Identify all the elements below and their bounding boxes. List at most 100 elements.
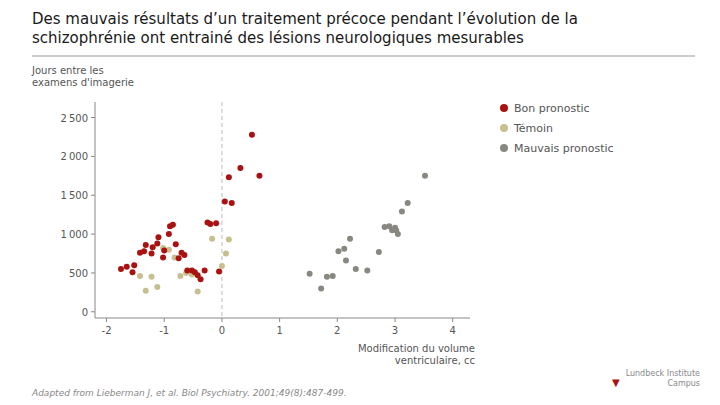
legend-swatch: [500, 144, 508, 152]
point: [198, 276, 204, 282]
point: [143, 242, 149, 248]
title-rule: [32, 56, 695, 57]
point: [155, 234, 161, 240]
point: [256, 173, 262, 179]
point: [149, 274, 155, 280]
point: [353, 266, 359, 272]
x-tick-label: -1: [159, 325, 169, 336]
point: [143, 288, 149, 294]
logo-text: Lundbeck InstituteCampus: [626, 369, 700, 388]
point: [249, 132, 255, 138]
logo-text-line: Campus: [667, 379, 700, 388]
x-tick-label: 4: [450, 325, 456, 336]
x-tick: [337, 318, 338, 322]
point: [173, 241, 179, 247]
point: [170, 222, 176, 228]
y-axis-line: [95, 102, 96, 318]
x-tick-label: 2: [334, 325, 340, 336]
point: [335, 248, 341, 254]
point: [376, 249, 382, 255]
point: [324, 274, 330, 280]
point: [318, 285, 324, 291]
point: [137, 273, 143, 279]
legend: Bon pronostic Témoin Mauvais pronostic: [500, 102, 614, 155]
point: [422, 173, 428, 179]
y-axis-label-line: Jours entre les: [31, 65, 104, 76]
point: [216, 268, 222, 274]
y-tick: [91, 156, 95, 157]
point: [343, 258, 349, 264]
point: [118, 266, 124, 272]
point: [181, 252, 187, 258]
axes: 05001 0001 5002 0002 500-2-101234: [61, 102, 470, 336]
series-points: [118, 132, 262, 283]
point: [160, 254, 166, 260]
point: [399, 209, 405, 215]
point: [226, 237, 232, 243]
point: [149, 251, 155, 257]
point: [131, 262, 137, 268]
y-tick-label: 0: [82, 307, 88, 318]
legend-swatch: [500, 124, 508, 132]
y-tick-label: 1 500: [61, 190, 88, 201]
point: [226, 174, 232, 180]
point: [223, 251, 229, 257]
chart: Des mauvais résultats d’un traitement pr…: [0, 0, 720, 405]
x-tick: [164, 318, 165, 322]
point: [347, 236, 353, 242]
series-points: [307, 173, 428, 292]
point: [222, 198, 228, 204]
point: [166, 231, 172, 237]
y-axis-label: Jours entre lesexamens d'imagerie: [31, 65, 134, 88]
point: [213, 220, 219, 226]
x-tick-label: 3: [392, 325, 398, 336]
y-tick-label: 500: [69, 268, 88, 279]
title: Des mauvais résultats d’un traitement pr…: [32, 10, 578, 47]
point: [202, 268, 208, 274]
point: [177, 273, 183, 279]
point: [330, 273, 336, 279]
point: [341, 246, 347, 252]
point: [124, 264, 130, 270]
title-line: Des mauvais résultats d’un traitement pr…: [32, 10, 578, 28]
point: [141, 248, 147, 254]
point: [176, 255, 182, 261]
x-tick: [279, 318, 280, 322]
x-axis-label-line: ventriculaire, cc: [395, 355, 475, 366]
x-axis-line: [95, 318, 470, 319]
legend-label: Bon pronostic: [514, 102, 590, 115]
y-tick-label: 2 000: [61, 151, 88, 162]
y-tick: [91, 117, 95, 118]
series-points: [137, 236, 232, 295]
point: [207, 221, 213, 227]
y-tick: [91, 272, 95, 273]
point: [154, 284, 160, 290]
logo-text-line: Lundbeck Institute: [626, 369, 700, 378]
x-tick-label: -2: [102, 325, 112, 336]
point: [405, 200, 411, 206]
x-axis-label: Modification du volumeventriculaire, cc: [358, 343, 475, 366]
x-tick: [221, 318, 222, 322]
x-axis-label-line: Modification du volume: [358, 343, 475, 354]
point: [154, 240, 160, 246]
point: [364, 268, 370, 274]
point: [395, 231, 401, 237]
plot-area: [118, 102, 428, 318]
x-tick: [106, 318, 107, 322]
y-tick: [91, 234, 95, 235]
point: [229, 200, 235, 206]
point: [195, 289, 201, 295]
legend-label: Mauvais pronostic: [514, 142, 614, 155]
point: [161, 247, 167, 253]
x-tick: [395, 318, 396, 322]
legend-label: Témoin: [513, 122, 553, 135]
point: [150, 244, 156, 250]
y-tick-label: 2 500: [61, 113, 88, 124]
point: [130, 269, 136, 275]
point: [209, 236, 215, 242]
y-axis-label-line: examens d'imagerie: [32, 77, 134, 88]
y-tick-label: 1 000: [61, 229, 88, 240]
y-tick: [91, 195, 95, 196]
title-line: schizophrénie ont entrainé des lésions n…: [32, 29, 524, 47]
point: [219, 263, 225, 269]
